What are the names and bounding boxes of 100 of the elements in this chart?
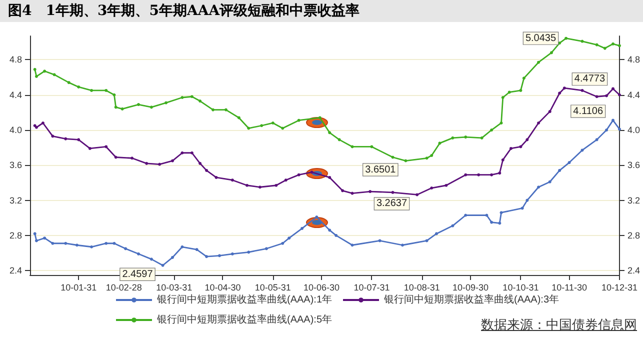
point: [318, 116, 322, 120]
point: [618, 128, 621, 131]
point: [51, 134, 54, 138]
point: [391, 156, 394, 159]
point: [230, 252, 234, 256]
y-tick-label: 2.4: [9, 266, 22, 276]
annotation: 4.1106: [573, 106, 604, 117]
x-tick-label: 10-02-28: [106, 282, 142, 292]
point: [595, 43, 598, 46]
legend-label: 银行间中短期票据收益率曲线(AAA):5年: [156, 314, 332, 326]
x-tick-label: 10-10-31: [502, 282, 539, 292]
point: [464, 173, 468, 176]
point: [425, 239, 428, 242]
point: [350, 145, 354, 148]
point: [564, 36, 568, 40]
y-tick-label: 4.8: [9, 54, 22, 65]
point: [434, 232, 438, 236]
point: [370, 145, 374, 148]
point: [33, 68, 36, 71]
point: [558, 92, 562, 95]
x-tick-label: 10-07-31: [354, 282, 390, 292]
point: [52, 73, 56, 76]
point: [180, 245, 184, 248]
y2-tick-label: 4.4: [627, 90, 640, 100]
point: [297, 118, 300, 122]
point: [212, 108, 214, 112]
point: [64, 137, 68, 140]
point: [400, 244, 404, 247]
point: [498, 222, 502, 225]
x-tick-label: 10-03-31: [156, 282, 192, 292]
point: [150, 258, 153, 261]
point: [562, 86, 566, 90]
annotation: 4.4773: [574, 74, 606, 85]
point: [195, 248, 198, 252]
annotation: 2.4597: [122, 268, 154, 280]
point: [190, 95, 194, 98]
point: [214, 176, 218, 179]
point: [180, 151, 184, 154]
point: [33, 232, 36, 236]
point: [281, 242, 284, 245]
point: [150, 106, 153, 109]
point: [77, 138, 80, 142]
point: [595, 138, 598, 142]
point: [43, 70, 46, 73]
line-series: [33, 118, 621, 267]
point: [43, 236, 46, 240]
point: [404, 159, 408, 162]
legend-label: 银行间中短期票据收益率曲线(AAA):1年: [156, 294, 332, 306]
point: [104, 145, 108, 148]
point: [284, 178, 288, 182]
point: [328, 176, 332, 179]
point: [218, 254, 221, 258]
y2-tick-label: 3.6: [627, 160, 640, 170]
point: [612, 42, 615, 46]
x-tick-label: 10-08-31: [404, 282, 440, 292]
point: [548, 180, 552, 184]
point: [526, 138, 529, 142]
point: [112, 242, 116, 245]
point: [328, 131, 332, 134]
point: [230, 178, 234, 182]
point: [548, 110, 552, 114]
annotation: 3.6501: [365, 164, 396, 176]
point: [498, 172, 502, 175]
point: [490, 173, 494, 176]
y-tick-label: 2.8: [9, 230, 22, 240]
point: [274, 184, 278, 187]
point: [224, 108, 228, 112]
point: [90, 245, 94, 248]
point: [334, 234, 338, 237]
point: [520, 206, 524, 210]
point: [501, 96, 504, 100]
point: [519, 145, 522, 148]
point: [124, 247, 128, 250]
x-tick-label: 10-12-31: [601, 282, 638, 292]
point: [485, 214, 488, 217]
y2-tick-label: 2.4: [627, 266, 640, 276]
point: [477, 173, 480, 176]
point: [297, 173, 300, 176]
point: [558, 168, 562, 172]
x-tick-label: 10-06-30: [303, 282, 340, 292]
point: [595, 95, 598, 98]
point: [161, 264, 164, 267]
point: [501, 158, 504, 162]
point: [205, 168, 208, 172]
point: [605, 94, 608, 98]
y-tick-label: 3.6: [9, 160, 22, 170]
y2-tick-label: 4.8: [627, 54, 640, 65]
point: [34, 239, 38, 242]
point: [190, 151, 194, 154]
point: [264, 247, 268, 250]
x-tick-label: 10-05-31: [254, 282, 291, 292]
point: [205, 255, 208, 258]
point: [288, 236, 291, 240]
point: [164, 101, 168, 104]
point: [180, 96, 184, 100]
point: [500, 121, 503, 124]
point: [315, 216, 318, 219]
point: [310, 170, 314, 174]
point: [258, 186, 262, 189]
point: [137, 252, 140, 256]
